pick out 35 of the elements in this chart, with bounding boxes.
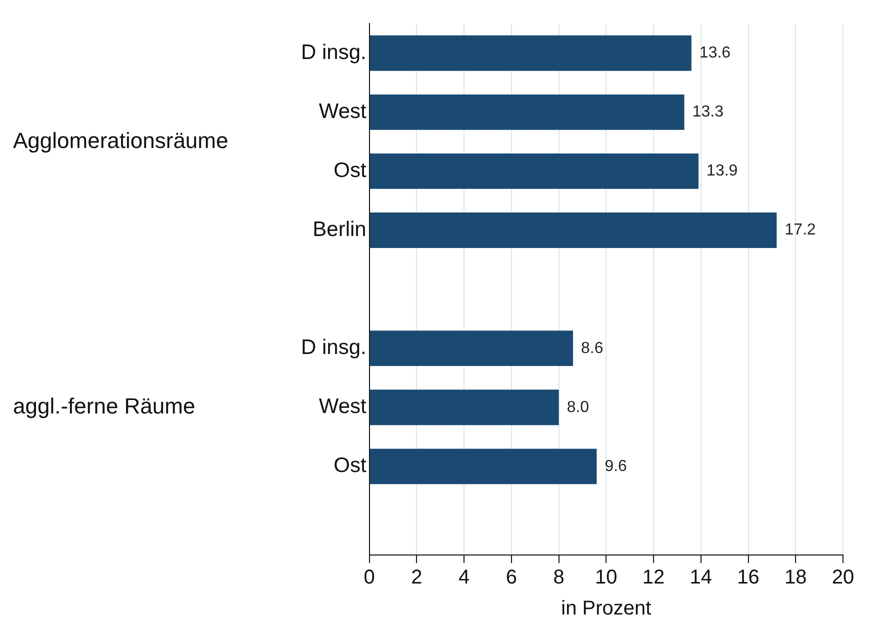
bar <box>370 390 559 426</box>
bar <box>370 448 597 484</box>
data-label: 8.6 <box>581 340 604 357</box>
bar <box>370 212 777 248</box>
data-label: 17.2 <box>784 222 816 239</box>
y-tick-label: Ost <box>334 159 367 182</box>
x-tick-label: 18 <box>784 566 807 589</box>
x-tick-label: 16 <box>737 566 760 589</box>
y-tick-label: West <box>318 395 367 418</box>
x-axis-title: in Prozent <box>561 598 652 620</box>
data-label: 8.0 <box>566 398 590 416</box>
x-tick-label: 2 <box>411 566 422 589</box>
bar <box>370 94 684 130</box>
x-tick-label: 4 <box>458 566 470 589</box>
data-label: 13.9 <box>706 162 738 180</box>
bar <box>370 330 574 366</box>
x-tick-label: 6 <box>506 566 518 589</box>
bar <box>370 35 692 71</box>
x-tick-label: 10 <box>595 566 618 589</box>
data-label: 13.3 <box>692 104 724 121</box>
y-tick-label: D insg. <box>301 40 366 64</box>
x-tick-label: 20 <box>832 566 854 589</box>
y-tick-label: West <box>318 100 367 123</box>
y-tick-label: Ost <box>334 454 367 478</box>
y-tick-label: D insg. <box>301 336 366 360</box>
x-tick-label: 12 <box>642 566 665 589</box>
x-tick-label: 14 <box>690 566 712 589</box>
text: aggl.-ferne Räume <box>13 393 196 418</box>
x-tick-label: 0 <box>364 566 375 589</box>
y-tick-label: Berlin <box>312 218 366 242</box>
data-label: 13.6 <box>699 44 731 62</box>
text: Agglomerationsräume <box>13 128 228 153</box>
bar <box>370 154 699 189</box>
data-label: 9.6 <box>604 458 628 475</box>
x-tick-label: 8 <box>553 566 564 589</box>
